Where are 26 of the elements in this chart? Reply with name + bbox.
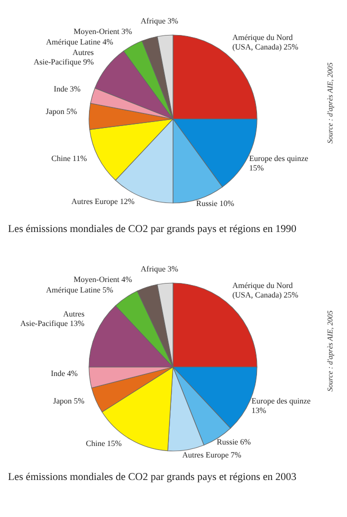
slice-label: Autres Asie-Pacifique 13% [20, 309, 85, 328]
slice-label: Amérique du Nord (USA, Canada) 25% [232, 33, 299, 52]
slice-label: Amérique Latine 5% [46, 285, 114, 294]
slice-label: Inde 4% [50, 369, 78, 378]
slice-label: Japon 5% [53, 396, 85, 406]
text: Les émissions mondiales de CO2 par grands pays et régions en 2003 [8, 472, 298, 483]
data-label: 13% [252, 406, 267, 416]
slice-label: Chine 15% [86, 438, 122, 448]
slice-label: Russie 6% [216, 437, 252, 446]
slice-label: Afrique 3% [140, 16, 179, 26]
slice-label: Autres Asie-Pacifique 9% [34, 48, 94, 66]
slice-label: Moyen-Orient 3% [74, 26, 132, 36]
text: Les émissions mondiales de CO2 par grands pays et régions en 1990 [8, 224, 298, 235]
slice-label: Russie 10% [196, 199, 234, 208]
slice-label: Autres Europe 12% [71, 197, 135, 206]
slice-label: Inde 3% [54, 84, 81, 94]
slice-label: Moyen-Orient 4% [74, 274, 132, 284]
slice-label: Afrique 3% [140, 264, 179, 274]
slice-label: Amérique Latine 4% [46, 37, 114, 46]
slice-label: Europe des quinze [252, 396, 312, 406]
slice-label: Chine 11% [51, 154, 88, 163]
data-label: 15% [249, 163, 264, 172]
slice-label: Europe des quinze [249, 154, 309, 163]
slice-label: Japon 5% [46, 106, 78, 116]
slice-label: Amérique du Nord (USA, Canada) 25% [232, 281, 299, 300]
slice-label: Autres Europe 7% [182, 450, 242, 460]
